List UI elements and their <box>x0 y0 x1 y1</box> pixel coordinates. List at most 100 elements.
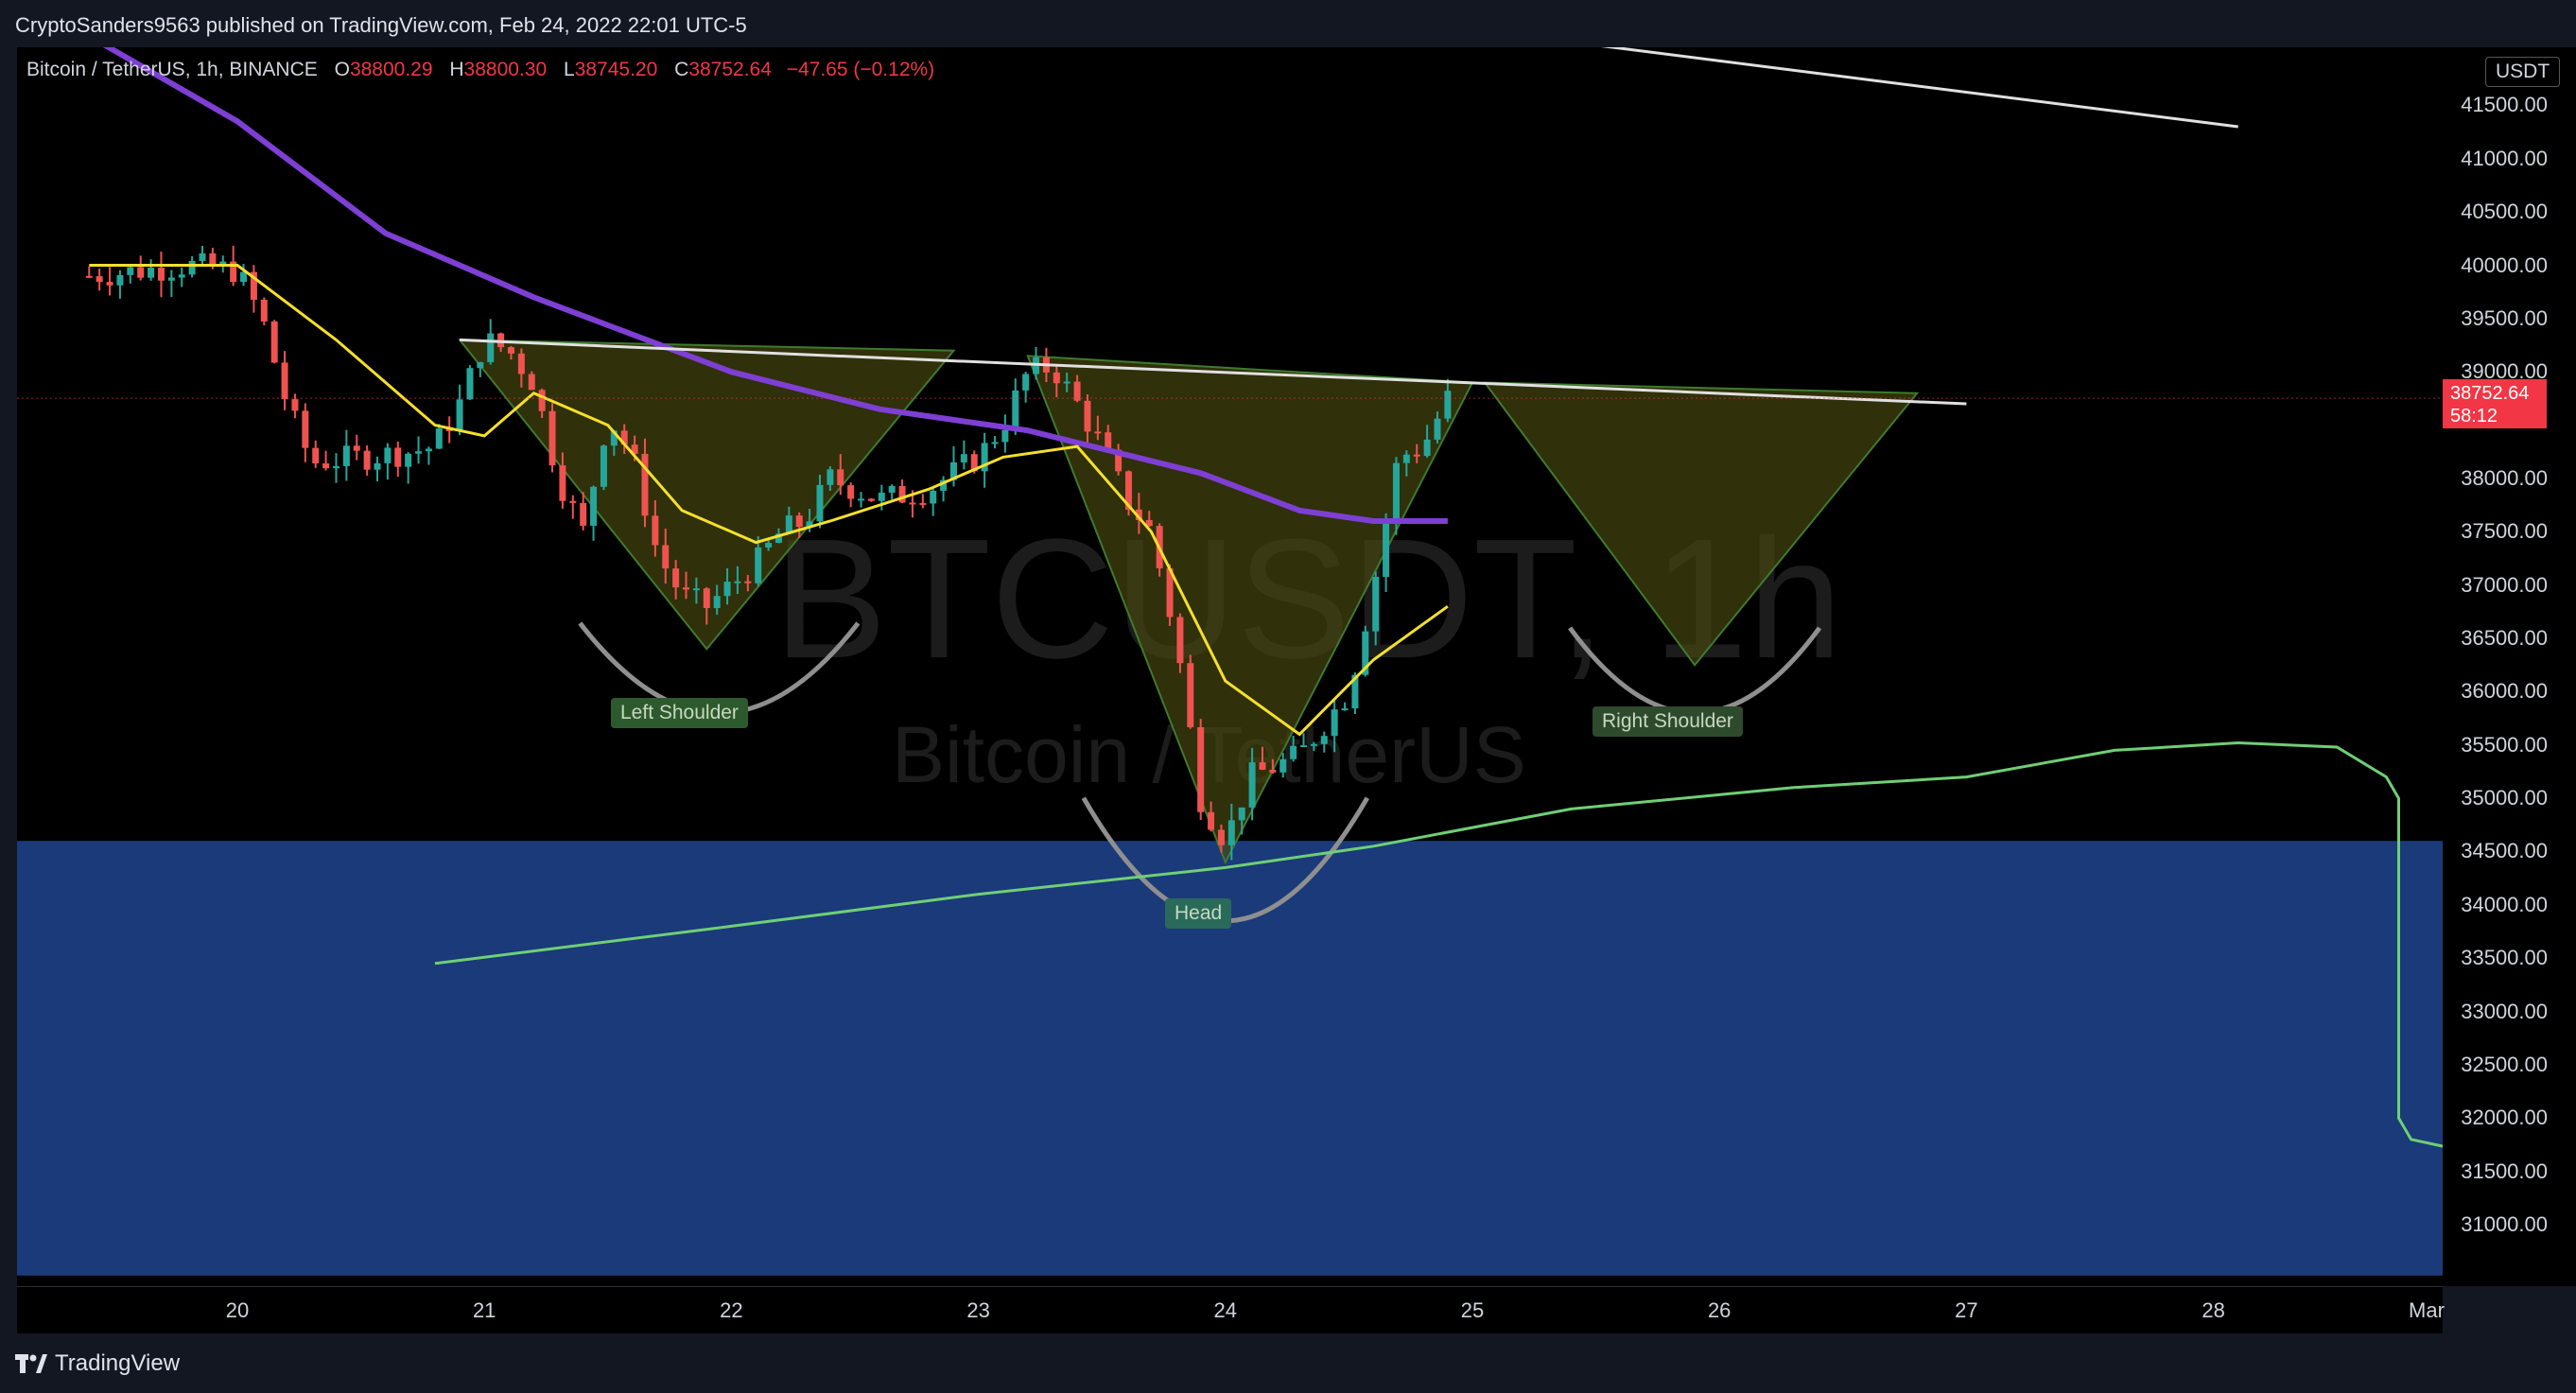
candle-body <box>1423 439 1431 457</box>
symbol-legend: Bitcoin / TetherUS, 1h, BINANCE O38800.2… <box>26 59 934 81</box>
candle-body <box>281 362 288 400</box>
candle-body <box>1362 631 1369 675</box>
legend-open-label: O <box>334 59 350 80</box>
footer-brand: TradingView <box>55 1350 181 1376</box>
candle-body <box>1341 708 1349 711</box>
candle-body <box>1197 726 1205 812</box>
candle-body <box>199 252 206 261</box>
time-tick: 27 <box>1955 1298 1978 1322</box>
price-tick: 36000.00 <box>2461 679 2548 704</box>
legend-low: 38745.20 <box>574 59 658 80</box>
legend-close-label: C <box>674 59 689 80</box>
candle-body <box>744 581 752 583</box>
candle-body <box>940 479 948 491</box>
candle-body <box>332 465 339 469</box>
candle-body <box>1115 449 1123 472</box>
last-price-value: 38752.64 <box>2450 383 2530 405</box>
candle-body <box>1094 431 1102 434</box>
last-price-label: 38752.64 58:12 <box>2443 379 2547 429</box>
candle-body <box>374 462 381 470</box>
candle-body <box>1238 807 1245 821</box>
published-text: CryptoSanders9563 published on TradingVi… <box>15 13 747 37</box>
price-tick: 33000.00 <box>2461 999 2548 1023</box>
price-tick: 38000.00 <box>2461 465 2548 490</box>
candle-body <box>569 500 577 503</box>
candle-body <box>1279 758 1287 773</box>
candle-body <box>734 581 741 583</box>
legend-open: 38800.29 <box>349 59 433 80</box>
candle-body <box>837 469 844 486</box>
price-chart-svg[interactable] <box>17 47 2443 1286</box>
candle-body <box>1248 762 1256 808</box>
ema-slow-line <box>102 47 1448 524</box>
candle-body <box>1145 519 1153 527</box>
candle-body <box>1290 745 1297 759</box>
time-tick: 28 <box>2202 1298 2225 1322</box>
candle-body <box>137 267 145 278</box>
price-tick: 34000.00 <box>2461 892 2548 916</box>
candle-body <box>683 587 690 590</box>
candle-body <box>765 543 773 548</box>
price-tick: 35500.00 <box>2461 732 2548 757</box>
legend-low-label: L <box>563 59 575 80</box>
price-tick: 35000.00 <box>2461 786 2548 810</box>
candle-body <box>827 469 834 485</box>
head-triangle <box>1026 355 1474 865</box>
chart-area[interactable]: BTCUSDT, 1h Bitcoin / TetherUS Left Shou… <box>17 47 2443 1286</box>
candle-body <box>898 485 906 503</box>
candle-body <box>466 368 474 400</box>
candle-body <box>1135 509 1142 520</box>
candle-body <box>1269 769 1277 773</box>
candle-body <box>847 485 855 499</box>
candle-body <box>559 465 566 501</box>
candle-body <box>930 490 937 504</box>
candle-body <box>1012 390 1019 430</box>
candle-body <box>322 463 330 469</box>
time-axis[interactable]: 20 21 22 23 24 25 26 27 28 Mar <box>17 1286 2445 1334</box>
candle-body <box>1351 674 1359 709</box>
candle-body <box>1227 820 1235 845</box>
footer: TradingView <box>0 1333 2576 1393</box>
price-tick: 41500.00 <box>2461 93 2548 117</box>
candle-body <box>1022 374 1030 391</box>
candle-body <box>785 515 792 534</box>
candle-body <box>888 485 896 493</box>
candle-body <box>116 274 124 286</box>
candle-body <box>342 445 350 466</box>
candle-body <box>363 450 371 470</box>
candle-body <box>157 267 165 281</box>
candle-body <box>260 299 268 322</box>
candle-body <box>1208 811 1215 830</box>
candle-body <box>806 521 813 528</box>
legend-high-label: H <box>449 59 464 80</box>
legend-change: −47.65 (−0.12%) <box>786 59 935 80</box>
candle-body <box>816 484 824 522</box>
candle-body <box>240 271 248 283</box>
time-tick: 21 <box>472 1298 496 1322</box>
candle-body <box>909 502 916 505</box>
candle-body <box>991 442 999 444</box>
candle-body <box>1063 381 1070 384</box>
candle-body <box>291 399 299 411</box>
candle-body <box>878 492 885 501</box>
candle-body <box>919 502 927 505</box>
candle-body <box>1434 418 1441 440</box>
price-tick: 33500.00 <box>2461 946 2548 970</box>
candle-body <box>775 533 782 544</box>
candle-body <box>858 498 865 501</box>
time-tick: 23 <box>966 1298 990 1322</box>
candle-body <box>1166 567 1174 618</box>
candle-body <box>528 374 535 391</box>
candle-body <box>981 443 988 472</box>
legend-high: 38800.30 <box>463 59 548 80</box>
price-tick: 39500.00 <box>2461 305 2548 330</box>
price-tick: 40500.00 <box>2461 200 2548 224</box>
price-axis[interactable]: 41500.00 41000.00 40500.00 40000.00 39500.00… <box>2443 47 2576 1286</box>
time-tick: 25 <box>1460 1298 1485 1322</box>
candle-body <box>517 353 525 374</box>
candle-body <box>312 447 320 464</box>
candle-body <box>960 454 967 462</box>
candle-body <box>85 275 93 278</box>
currency-button[interactable]: USDT <box>2485 57 2561 87</box>
tradingview-logo[interactable]: TradingView <box>15 1350 180 1377</box>
